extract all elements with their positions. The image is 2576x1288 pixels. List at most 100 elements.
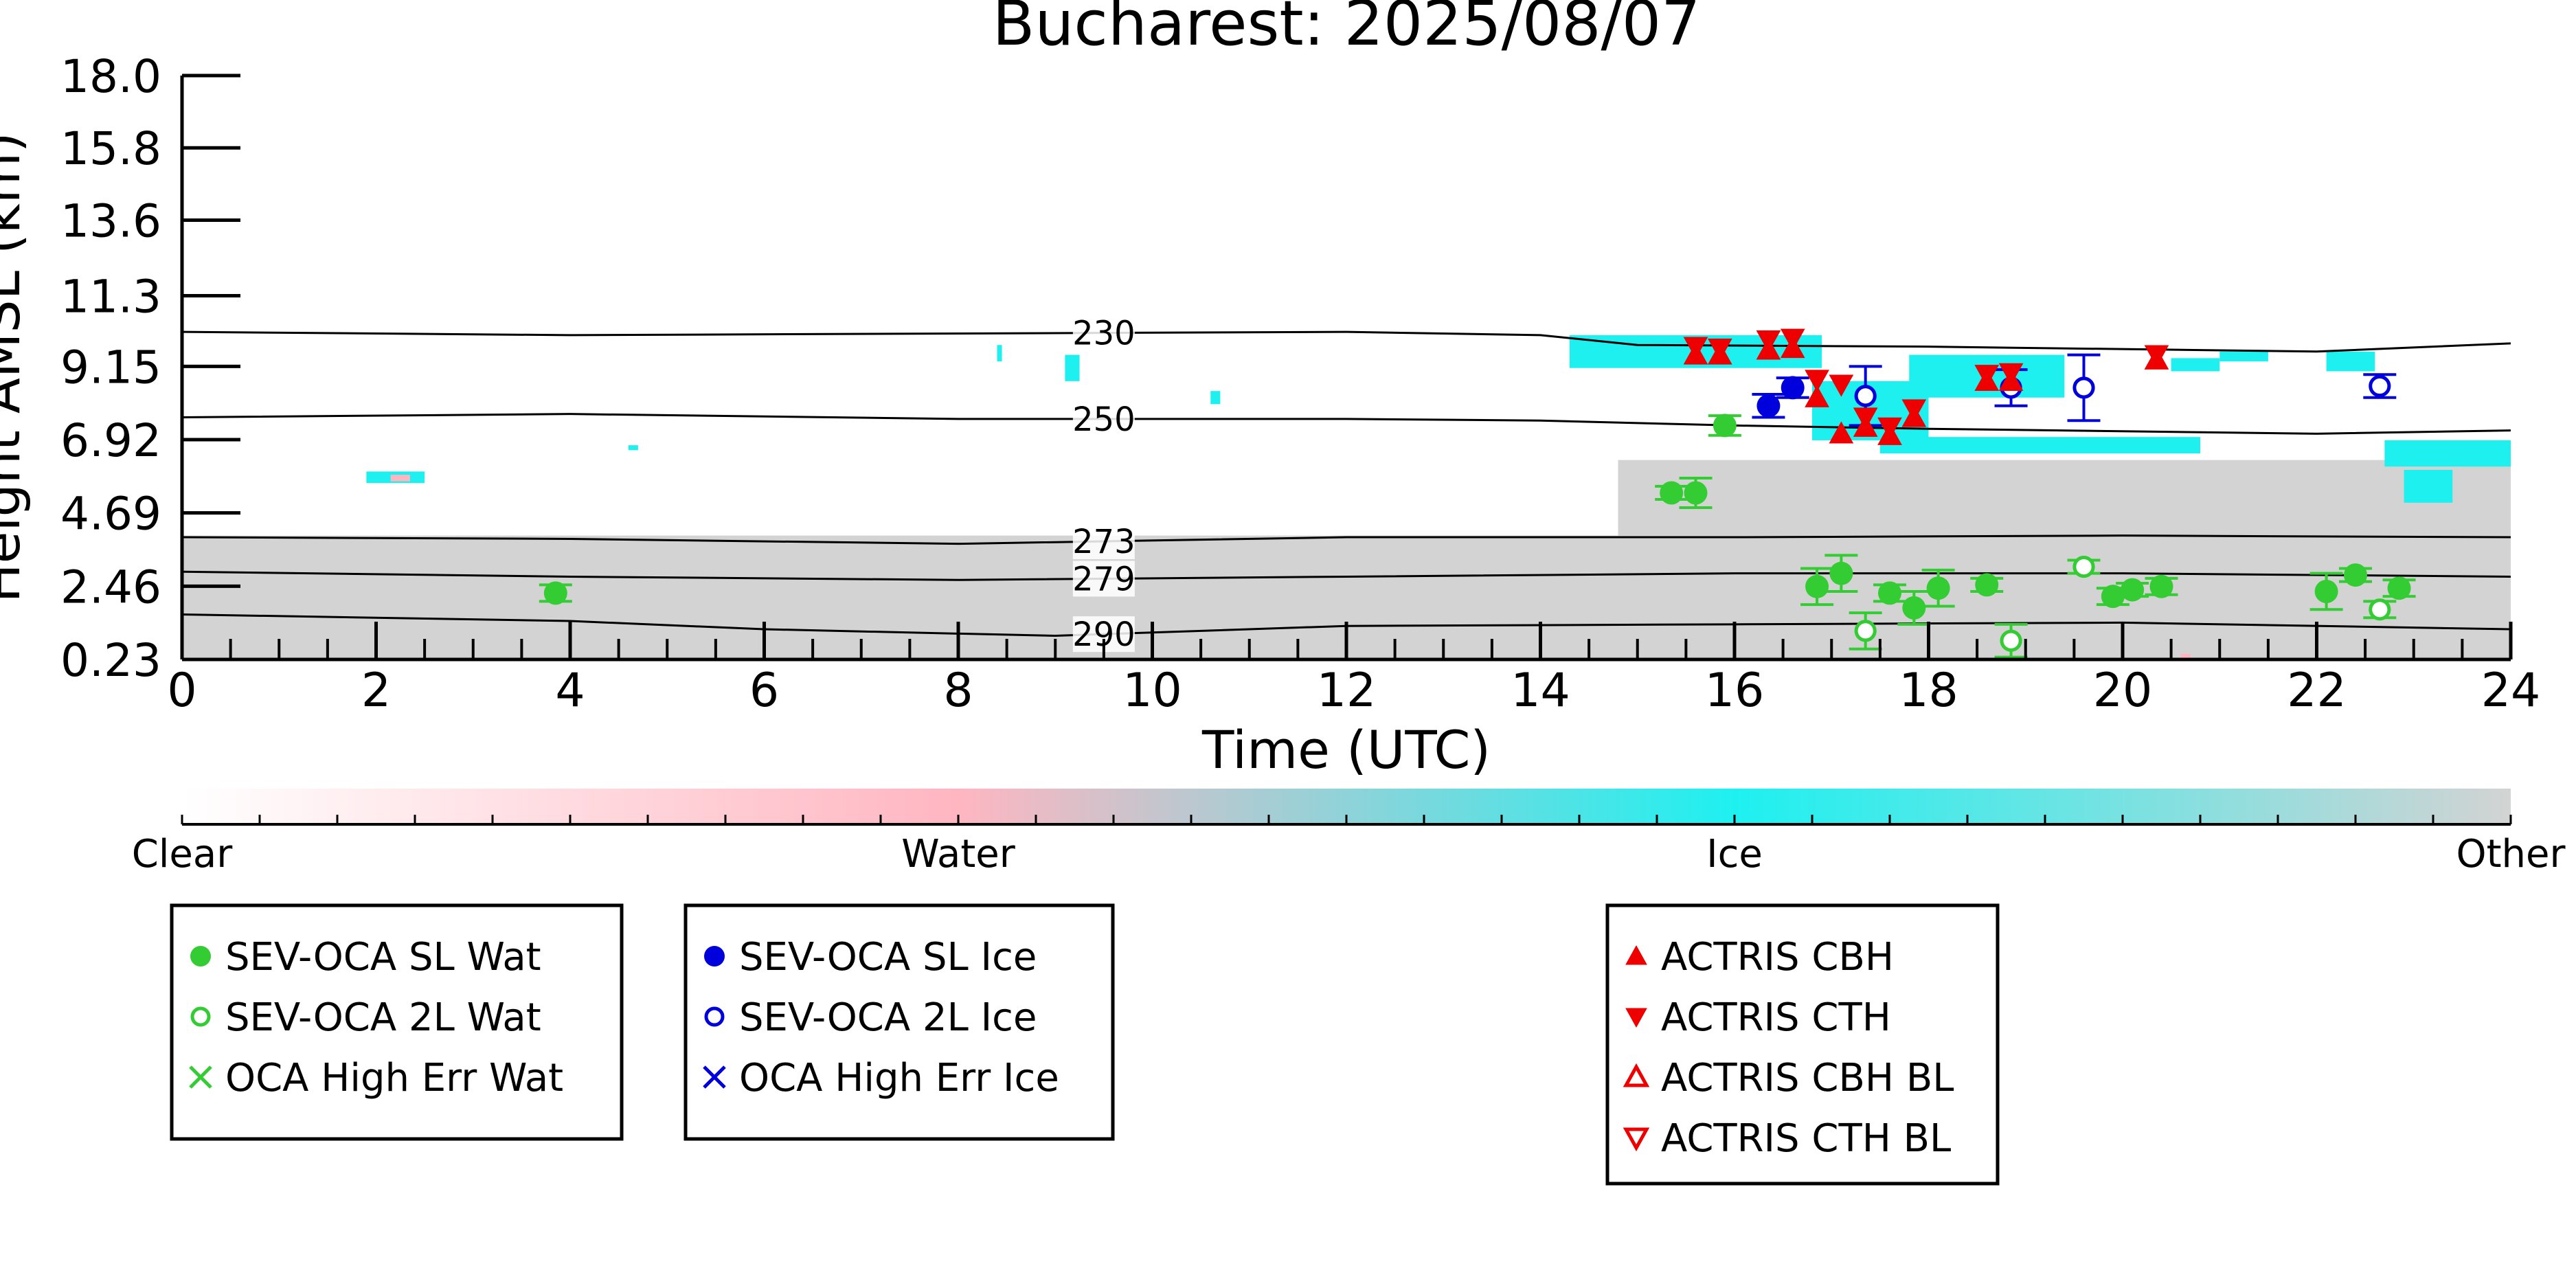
legend-marker-10 bbox=[1623, 1127, 1650, 1152]
ice-patch-4 bbox=[997, 345, 1002, 362]
water-patch-1 bbox=[2180, 653, 2191, 659]
ice-patch-13 bbox=[2404, 470, 2453, 503]
isotherm-label-bg bbox=[1072, 315, 1135, 351]
axes: 0 2 4 6 8 10 12 14 16 18 20 22 24 0.232.464.696.929.… bbox=[60, 50, 2540, 718]
isotherm-250-label: 250 bbox=[1072, 400, 1136, 439]
sev-oca-2l-wat-point-1 bbox=[2000, 629, 2022, 652]
ice-patch-7 bbox=[1879, 437, 2200, 454]
sev-oca-sl-wat-point-14 bbox=[2344, 563, 2367, 587]
sev-oca-sl-wat-point-7 bbox=[1902, 596, 1926, 620]
x-tick-label: 24 bbox=[2481, 664, 2541, 718]
legend-marker-2 bbox=[190, 1006, 211, 1027]
legend-entry-label: OCA High Err Wat bbox=[225, 1056, 563, 1100]
sev-oca-sl-ice-point-1 bbox=[1781, 376, 1805, 400]
actris-cth-point-11 bbox=[2144, 345, 2169, 368]
actris-cth-point-3 bbox=[1780, 328, 1805, 351]
actris-cth-point-9 bbox=[1974, 365, 2000, 387]
isotherm-label-bg bbox=[1072, 523, 1135, 560]
actris-cbh-point-4 bbox=[1805, 385, 1829, 407]
sev-oca-sl-wat-point-0 bbox=[543, 581, 567, 605]
actris-cbh-point-5 bbox=[1829, 421, 1854, 444]
sev-oca-2l-ice-point-0 bbox=[1854, 385, 1877, 407]
sev-oca-sl-wat-point-8 bbox=[1926, 576, 1950, 600]
x-tick-label: 10 bbox=[1122, 664, 1182, 718]
sev-oca-sl-wat-point-6 bbox=[1878, 581, 1901, 605]
x-axis-label: Time (UTC) bbox=[1201, 719, 1491, 780]
x-tick-label: 0 bbox=[167, 664, 196, 718]
x-tick-label: 20 bbox=[2093, 664, 2153, 718]
ice-patch-10 bbox=[2219, 351, 2268, 362]
legend-entry-label: SEV-OCA SL Ice bbox=[739, 935, 1037, 980]
y-tick-label: 13.6 bbox=[60, 194, 161, 247]
sev-oca-sl-wat-point-9 bbox=[1975, 573, 1999, 597]
y-tick-label: 15.8 bbox=[60, 122, 161, 175]
x-tick-label: 4 bbox=[555, 664, 585, 718]
x-tick-label: 16 bbox=[1705, 664, 1765, 718]
sev-oca-sl-wat-point-10 bbox=[2101, 585, 2125, 609]
sev-oca-sl-wat-point-2 bbox=[1684, 481, 1708, 505]
classification-colorbar: Clear Water Ice Other bbox=[132, 789, 2566, 877]
isotherm-273-line bbox=[182, 534, 2511, 545]
y-axis-label: Height AMSL (km) bbox=[0, 132, 32, 602]
legend-marker-4 bbox=[704, 946, 725, 967]
y-tick-label: 0.23 bbox=[60, 634, 161, 687]
legend-entry-label: SEV-OCA 2L Wat bbox=[225, 995, 541, 1040]
y-tick-label: 18.0 bbox=[60, 50, 161, 103]
chart-title: Bucharest: 2025/08/07 bbox=[993, 0, 1701, 60]
legend-entry-label: ACTRIS CTH bbox=[1661, 995, 1891, 1040]
x-tick-label: 22 bbox=[2287, 664, 2347, 718]
isotherm-290-line bbox=[182, 613, 2511, 637]
legend-box-1: SEV-OCA SL Wat SEV-OCA 2L Wat OCA High Err… bbox=[170, 903, 624, 1141]
sev-oca-sl-wat-point-11 bbox=[2121, 578, 2145, 602]
sev-oca-sl-wat-point-15 bbox=[2387, 576, 2411, 600]
legend-box-2: SEV-OCA SL Ice SEV-OCA 2L Ice OCA High Err… bbox=[683, 903, 1115, 1141]
isotherm-273-label: 273 bbox=[1072, 523, 1136, 561]
isotherm-250-line bbox=[182, 413, 2511, 435]
legend-entry-label: SEV-OCA 2L Ice bbox=[739, 995, 1037, 1040]
colorbar-label-other: Other bbox=[2456, 832, 2566, 877]
legend-entry-label: ACTRIS CBH BL bbox=[1661, 1056, 1954, 1100]
sev-oca-sl-wat-point-1 bbox=[1660, 481, 1684, 505]
sev-oca-sl-wat-point-12 bbox=[2149, 574, 2173, 598]
isotherm-279-line bbox=[182, 570, 2511, 581]
target-classification-layer bbox=[182, 335, 2511, 659]
y-tick-label: 6.92 bbox=[60, 414, 161, 467]
actris-cth-point-10 bbox=[1998, 363, 2024, 385]
actris-cth-point-2 bbox=[1756, 330, 1781, 353]
legend-entry-label: ACTRIS CTH BL bbox=[1661, 1116, 1951, 1161]
x-tick-label: 8 bbox=[943, 664, 973, 718]
legend-entry-label: SEV-OCA SL Wat bbox=[225, 935, 541, 980]
water-patch-0 bbox=[390, 475, 410, 482]
isotherm-230-label: 230 bbox=[1072, 315, 1136, 353]
sev-oca-2l-wat-point-3 bbox=[2369, 598, 2391, 621]
x-tick-label: 2 bbox=[361, 664, 391, 718]
isotherm-label-bg bbox=[1072, 400, 1135, 437]
legend-marker-3 bbox=[189, 1065, 212, 1089]
legend-entry-label: ACTRIS CBH bbox=[1661, 935, 1894, 980]
actris-cth-point-8 bbox=[1901, 399, 1927, 422]
ice-patch-2 bbox=[1065, 354, 1080, 381]
isotherm-label-bg bbox=[1072, 561, 1135, 597]
isotherm-279-label: 279 bbox=[1072, 560, 1136, 598]
sev-oca-2l-wat-point-2 bbox=[2072, 556, 2095, 578]
actris-cth-point-4 bbox=[1805, 370, 1829, 392]
legend-marker-6 bbox=[703, 1065, 726, 1089]
ice-patch-11 bbox=[2326, 351, 2375, 372]
sev-oca-sl-wat-point-5 bbox=[1829, 561, 1853, 585]
sev-oca-2l-wat-point-0 bbox=[1854, 620, 1877, 642]
legend-layer: SEV-OCA SL Wat SEV-OCA 2L Wat OCA High Err… bbox=[170, 903, 2000, 1186]
ice-patch-3 bbox=[1210, 391, 1221, 405]
legend-marker-1 bbox=[190, 946, 211, 967]
sev-oca-sl-ice-point-0 bbox=[1756, 394, 1781, 418]
y-ticks: 0.23 2.46 4.69 6.92 9.15 11.3 13.6 15.8 18.0 bbox=[60, 50, 240, 687]
y-tick-label: 9.15 bbox=[60, 341, 161, 394]
actris-cth-point-1 bbox=[1707, 338, 1732, 361]
y-tick-label: 11.3 bbox=[60, 270, 161, 323]
ice-patch-1 bbox=[628, 445, 638, 451]
ice-patch-9 bbox=[2171, 358, 2220, 372]
sev-oca-sl-wat-point-4 bbox=[1805, 574, 1829, 598]
other-region-1 bbox=[1618, 460, 2511, 536]
actris-cth-point-5 bbox=[1829, 374, 1854, 397]
